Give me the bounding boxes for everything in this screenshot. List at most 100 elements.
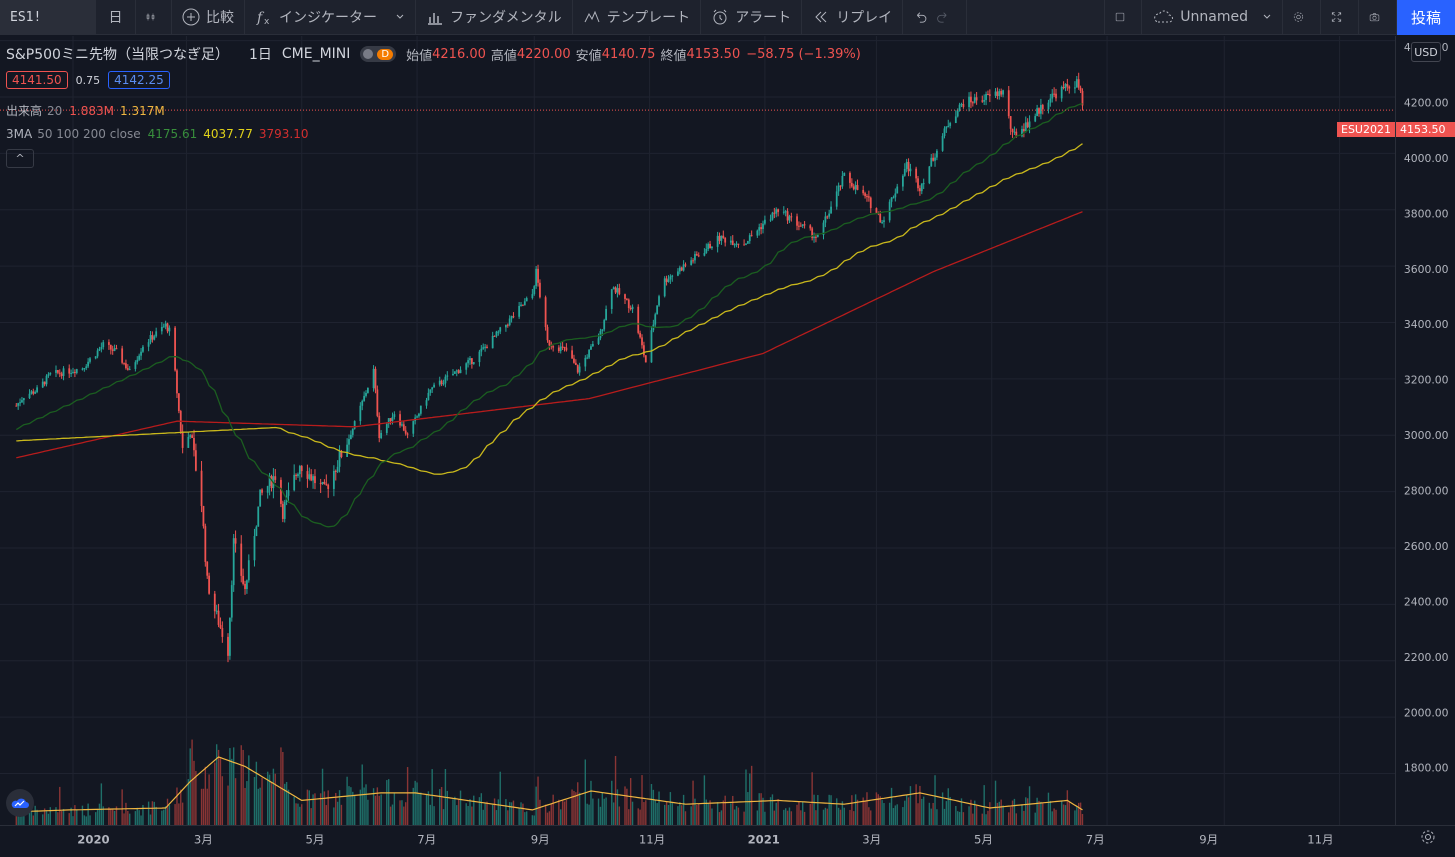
- volume-bar: [637, 808, 639, 825]
- candle-body: [85, 366, 88, 369]
- volume-bar: [248, 755, 250, 825]
- candle-body: [234, 538, 237, 544]
- volume-bar: [868, 807, 870, 825]
- settings-button[interactable]: [1283, 0, 1321, 35]
- volume-bar: [945, 801, 948, 825]
- fundamentals-button[interactable]: ファンダメンタル: [416, 0, 573, 35]
- candle-body: [442, 383, 445, 385]
- price-scale[interactable]: 4200.00 4000.00 3800.00 3600.00 3400.00 3200.…: [1395, 36, 1455, 825]
- volume-bar: [321, 768, 324, 825]
- candle-body: [319, 483, 322, 485]
- volume-bar: [894, 805, 897, 825]
- candle-body: [73, 371, 76, 374]
- candle-body: [565, 347, 568, 351]
- candle-body: [605, 308, 607, 321]
- candle-body: [98, 348, 101, 351]
- volume-bar: [1040, 801, 1042, 825]
- volume-legend-row[interactable]: 出来高 20 1.883M 1.317M: [6, 102, 165, 119]
- snapshot-button[interactable]: [1359, 0, 1397, 35]
- symbol-description[interactable]: S&P500ミニ先物（当限つなぎ足）: [6, 47, 229, 63]
- volume-bar: [616, 789, 619, 825]
- time-scale[interactable]: 2020 3月 5月 7月 9月 11月 2021 3月 5月 7月 9月 11月: [0, 825, 1455, 857]
- volume-bar: [403, 806, 405, 825]
- volume-bar: [881, 800, 883, 825]
- candle-body: [824, 216, 827, 223]
- volume-bar: [499, 771, 501, 825]
- volume-bar: [380, 794, 382, 825]
- candle-body: [769, 219, 772, 221]
- candle-body: [537, 268, 539, 283]
- publish-button[interactable]: 投稿: [1397, 0, 1455, 35]
- undo-icon[interactable]: [913, 8, 929, 26]
- rewind-icon: [815, 11, 827, 23]
- layout-toggle-button[interactable]: [1104, 0, 1143, 35]
- volume-bar: [522, 803, 524, 825]
- symbol-price-tag: ESU2021: [1337, 122, 1395, 137]
- volume-bar: [187, 779, 190, 825]
- volume-bar: [599, 806, 602, 825]
- replay-button[interactable]: リプレイ: [802, 0, 904, 35]
- compare-button[interactable]: 比較: [172, 0, 245, 35]
- currency-button[interactable]: USD: [1411, 42, 1441, 62]
- candle-body: [108, 342, 110, 345]
- ma50-value: 4175.61: [147, 127, 198, 141]
- volume-bar: [849, 809, 851, 825]
- volume-bar: [771, 794, 774, 825]
- candle-body: [510, 316, 513, 319]
- symbol-search-button[interactable]: ES1!: [0, 0, 96, 35]
- candle-body: [472, 362, 475, 364]
- candle-body: [815, 236, 817, 238]
- volume-bar: [429, 804, 431, 825]
- volume-bar: [1028, 786, 1031, 825]
- candle-body: [599, 330, 602, 339]
- replay-label: リプレイ: [836, 10, 893, 26]
- legend-collapse-button[interactable]: ^: [6, 149, 34, 168]
- volume-bar: [535, 786, 537, 825]
- templates-button[interactable]: テンプレート: [573, 0, 702, 35]
- redo-icon[interactable]: [935, 8, 951, 26]
- candle-body: [348, 439, 350, 445]
- candle-body: [777, 209, 780, 212]
- volume-bar: [136, 807, 138, 825]
- candle-body: [703, 253, 706, 256]
- volume-bar: [836, 798, 838, 825]
- volume-bar: [325, 805, 328, 825]
- candle-body: [482, 347, 485, 349]
- candle-body: [431, 387, 434, 390]
- layout-name: Unnamed: [1180, 9, 1248, 25]
- interval-button[interactable]: 日: [96, 0, 136, 35]
- volume-bar: [525, 811, 528, 825]
- volume-bar: [389, 806, 392, 825]
- fullscreen-button[interactable]: [1321, 0, 1359, 35]
- volume-bar: [922, 796, 925, 825]
- volume-bar: [1013, 798, 1016, 825]
- candle-body: [896, 186, 899, 194]
- ma-legend-row[interactable]: 3MA 50 100 200 close 4175.61 4037.77 379…: [6, 127, 309, 141]
- candle-body: [261, 489, 263, 493]
- candle-body: [799, 225, 802, 227]
- chart-type-button[interactable]: [136, 0, 172, 35]
- volume-bar: [376, 787, 379, 825]
- candle-body: [349, 434, 352, 440]
- volume-bar: [711, 808, 713, 825]
- candle-body: [591, 343, 594, 347]
- candle-body: [100, 347, 103, 349]
- bid-button[interactable]: 4141.50: [6, 71, 68, 89]
- candle-body: [869, 197, 872, 209]
- layout-name-button[interactable]: Unnamed: [1142, 0, 1283, 35]
- time-scale-settings-icon[interactable]: [1420, 829, 1436, 845]
- volume-bar: [811, 772, 813, 825]
- market-status-badge[interactable]: D: [360, 46, 397, 62]
- volume-bar: [663, 804, 666, 825]
- ask-button[interactable]: 4142.25: [108, 71, 170, 89]
- candle-body: [200, 470, 203, 506]
- tradingview-logo[interactable]: [6, 789, 34, 817]
- candle-body: [125, 363, 127, 369]
- price-chart[interactable]: [0, 36, 1395, 825]
- alerts-button[interactable]: アラート: [701, 0, 803, 35]
- volume-bar: [1077, 802, 1080, 825]
- candle-body: [497, 331, 500, 333]
- volume-bar: [985, 814, 987, 825]
- candle-body: [784, 211, 787, 213]
